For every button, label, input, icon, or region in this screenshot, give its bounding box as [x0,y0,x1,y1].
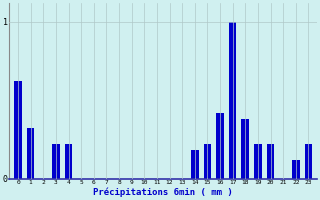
Bar [267,144,274,179]
Bar [242,119,249,179]
Bar [65,144,72,179]
Bar [292,160,300,179]
Bar [14,81,22,179]
Bar [305,144,312,179]
Bar [191,150,198,179]
Bar [52,144,60,179]
Bar [204,144,211,179]
Bar [216,113,224,179]
Bar [229,22,236,179]
Bar [254,144,262,179]
X-axis label: Précipitations 6min ( mm ): Précipitations 6min ( mm ) [93,188,233,197]
Bar [27,128,35,179]
